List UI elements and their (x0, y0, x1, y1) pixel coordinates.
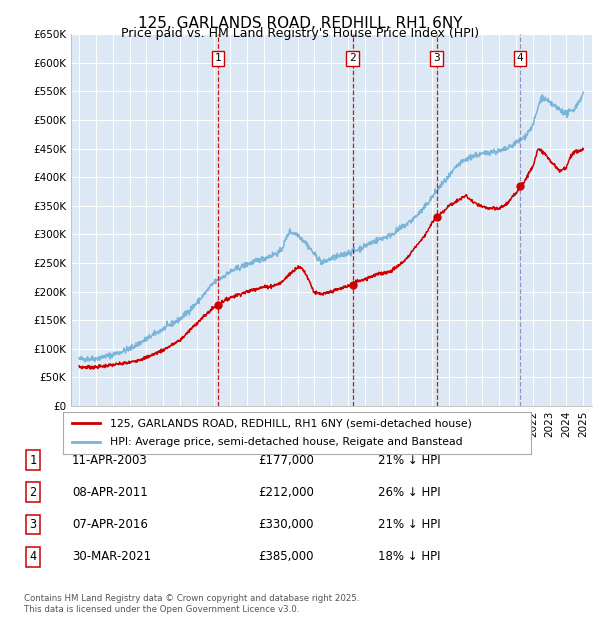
Text: 2: 2 (29, 486, 37, 498)
Text: 4: 4 (517, 53, 524, 63)
Text: 2: 2 (349, 53, 356, 63)
Text: HPI: Average price, semi-detached house, Reigate and Banstead: HPI: Average price, semi-detached house,… (110, 438, 463, 448)
Text: 1: 1 (29, 454, 37, 466)
Text: 125, GARLANDS ROAD, REDHILL, RH1 6NY (semi-detached house): 125, GARLANDS ROAD, REDHILL, RH1 6NY (se… (110, 418, 472, 428)
Text: 21% ↓ HPI: 21% ↓ HPI (378, 518, 440, 531)
Text: 08-APR-2011: 08-APR-2011 (72, 486, 148, 498)
Text: £385,000: £385,000 (258, 551, 314, 563)
Text: £330,000: £330,000 (258, 518, 314, 531)
Text: 26% ↓ HPI: 26% ↓ HPI (378, 486, 440, 498)
Text: 125, GARLANDS ROAD, REDHILL, RH1 6NY: 125, GARLANDS ROAD, REDHILL, RH1 6NY (138, 16, 462, 30)
Text: £212,000: £212,000 (258, 486, 314, 498)
Text: 1: 1 (215, 53, 221, 63)
Text: Price paid vs. HM Land Registry's House Price Index (HPI): Price paid vs. HM Land Registry's House … (121, 27, 479, 40)
Text: 3: 3 (433, 53, 440, 63)
Text: 3: 3 (29, 518, 37, 531)
Text: 11-APR-2003: 11-APR-2003 (72, 454, 148, 466)
Text: Contains HM Land Registry data © Crown copyright and database right 2025.
This d: Contains HM Land Registry data © Crown c… (24, 595, 359, 614)
Text: 4: 4 (29, 551, 37, 563)
Text: 07-APR-2016: 07-APR-2016 (72, 518, 148, 531)
Text: 21% ↓ HPI: 21% ↓ HPI (378, 454, 440, 466)
Text: 30-MAR-2021: 30-MAR-2021 (72, 551, 151, 563)
Text: £177,000: £177,000 (258, 454, 314, 466)
Text: 18% ↓ HPI: 18% ↓ HPI (378, 551, 440, 563)
